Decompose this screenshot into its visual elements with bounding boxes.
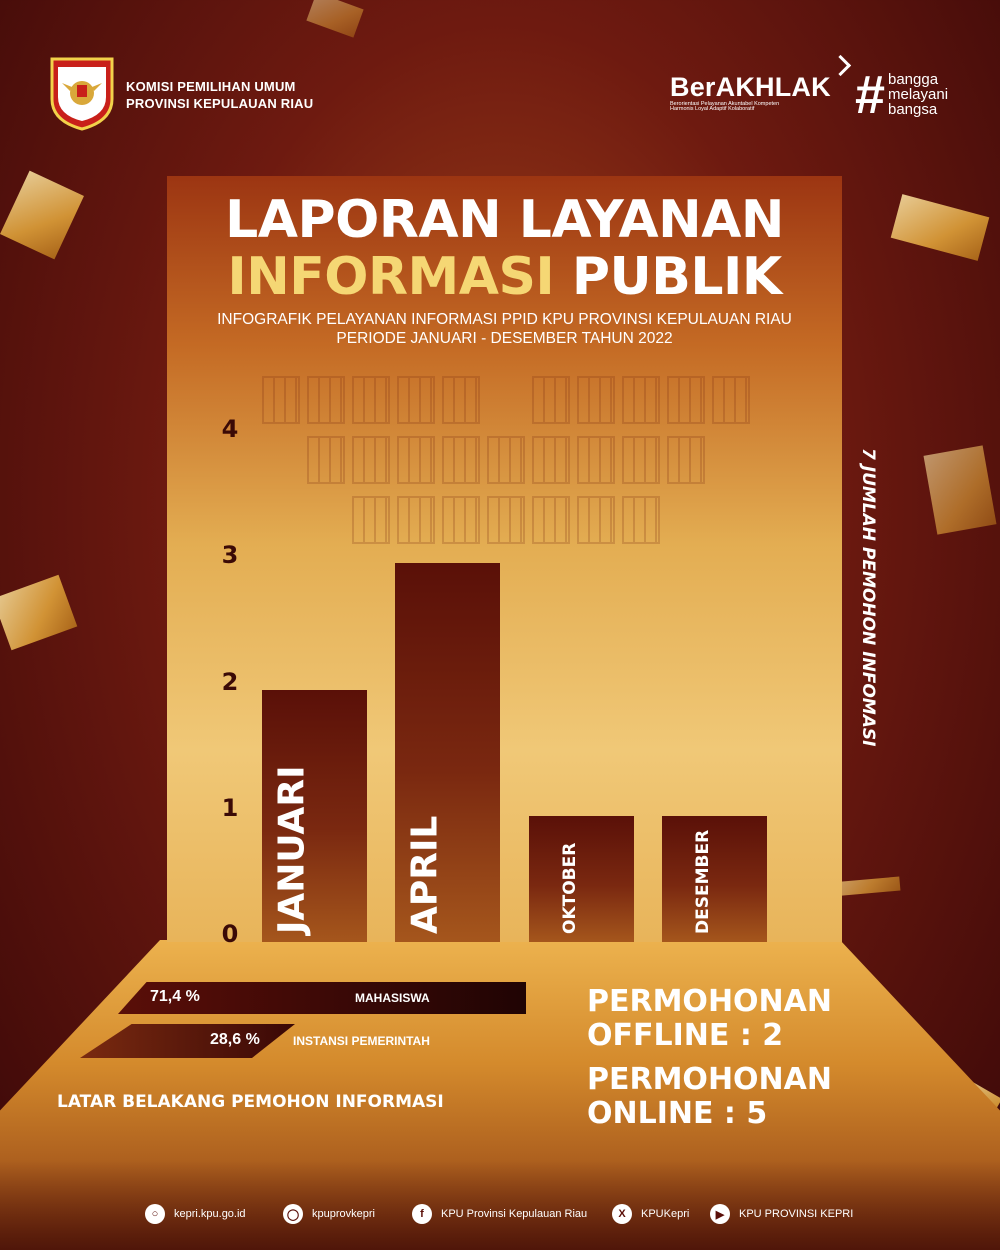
footer-facebook[interactable]: f KPU Provinsi Kepulauan Riau: [412, 1202, 587, 1226]
bar-category-label: JANUARI: [271, 765, 313, 935]
y-tick-label: 2: [221, 667, 239, 696]
title-line2: INFORMASI PUBLIK: [167, 247, 842, 307]
footer-instagram[interactable]: ◯ kpuprovkepri: [283, 1202, 375, 1226]
y-tick-label: 4: [221, 415, 239, 443]
stat-label: MAHASISWA: [355, 991, 430, 1005]
online-requests: PERMOHONAN ONLINE : 5: [587, 1063, 832, 1131]
bar-desember: DESEMBER: [662, 815, 767, 942]
x-icon: X: [612, 1204, 632, 1224]
footer-x-text: KPUKepri: [641, 1208, 690, 1220]
floor-shadow: [0, 1160, 1000, 1250]
stat-percent: 28,6 %: [210, 1031, 260, 1048]
slogan-word: melayani: [888, 86, 949, 103]
title-gold-word: INFORMASI: [227, 247, 555, 307]
y-axis-label: 7 JUMLAH PEMOHON INFOMASI: [858, 448, 878, 747]
confetti-decoration: [890, 194, 990, 261]
org-name-line2: PROVINSI KEPULAUAN RIAU: [126, 96, 314, 111]
stats-caption: LATAR BELAKANG PEMOHON INFORMASI: [57, 1092, 444, 1112]
org-name: KOMISI PEMILIHAN UMUM PROVINSI KEPULAUAN…: [126, 78, 313, 112]
globe-icon: ○: [145, 1204, 165, 1224]
bar-oktober: OKTOBER: [529, 815, 634, 942]
berakhlak-values-line1: Berorientasi Pelayanan Akuntabel Kompete…: [670, 101, 780, 107]
confetti-decoration: [0, 170, 84, 260]
footer-website[interactable]: ○ kepri.kpu.go.id: [145, 1202, 246, 1226]
kpu-logo: [50, 57, 114, 131]
bar-januari: JANUARI: [262, 689, 367, 942]
offline-requests-value: OFFLINE : 2: [587, 1018, 784, 1053]
slogan: bangga melayani bangsa: [888, 72, 948, 117]
offline-requests: PERMOHONAN OFFLINE : 2: [587, 985, 832, 1053]
stat-percent: 71,4 %: [150, 988, 200, 1005]
title-white-word: PUBLIK: [571, 247, 782, 307]
youtube-icon: ▶: [710, 1204, 730, 1224]
building-illustration: [262, 376, 750, 686]
confetti-decoration: [306, 0, 364, 38]
bar-category-label: OKTOBER: [560, 842, 581, 934]
subtitle-line1: INFOGRAFIK PELAYANAN INFORMASI PPID KPU …: [217, 311, 792, 328]
instagram-icon: ◯: [283, 1204, 303, 1224]
online-requests-value: ONLINE : 5: [587, 1096, 768, 1131]
berakhlak-logo: BerAKHLAK Berorientasi Pelayanan Akuntab…: [670, 72, 850, 113]
bar-category-label: DESEMBER: [693, 829, 714, 934]
offline-requests-label: PERMOHONAN: [587, 984, 832, 1019]
y-tick-label: 1: [221, 793, 239, 822]
online-requests-label: PERMOHONAN: [587, 1062, 832, 1097]
footer-x[interactable]: X KPUKepri: [612, 1202, 689, 1226]
footer-youtube[interactable]: ▶ KPU PROVINSI KEPRI: [710, 1202, 853, 1226]
stat-bar-mahasiswa: 71,4 % MAHASISWA: [118, 982, 526, 1014]
slogan-word: bangsa: [888, 101, 938, 118]
stat-label: INSTANSI PEMERINTAH: [293, 1034, 430, 1048]
org-name-line1: KOMISI PEMILIHAN UMUM: [126, 79, 296, 94]
bar-april: APRIL: [395, 563, 500, 942]
footer-youtube-text: KPU PROVINSI KEPRI: [739, 1208, 854, 1220]
confetti-decoration: [0, 574, 78, 651]
slogan-word: bangga: [888, 71, 939, 88]
berakhlak-title: BerAKHLAK: [670, 72, 831, 102]
facebook-icon: f: [412, 1204, 432, 1224]
footer-facebook-text: KPU Provinsi Kepulauan Riau: [441, 1208, 588, 1220]
title-line1: LAPORAN LAYANAN: [225, 190, 784, 250]
hashtag-icon: #: [855, 65, 886, 125]
confetti-decoration: [923, 445, 997, 535]
bar-category-label: APRIL: [404, 815, 446, 934]
subtitle-line2: PERIODE JANUARI - DESEMBER TAHUN 2022: [336, 330, 673, 347]
y-tick-label: 0: [221, 920, 239, 948]
footer-instagram-text: kpuprovkepri: [312, 1208, 375, 1220]
footer-website-text: kepri.kpu.go.id: [174, 1208, 246, 1220]
berakhlak-values-line2: Harmonis Loyal Adaptif Kolaboratif: [670, 106, 755, 112]
y-tick-label: 3: [221, 541, 239, 570]
